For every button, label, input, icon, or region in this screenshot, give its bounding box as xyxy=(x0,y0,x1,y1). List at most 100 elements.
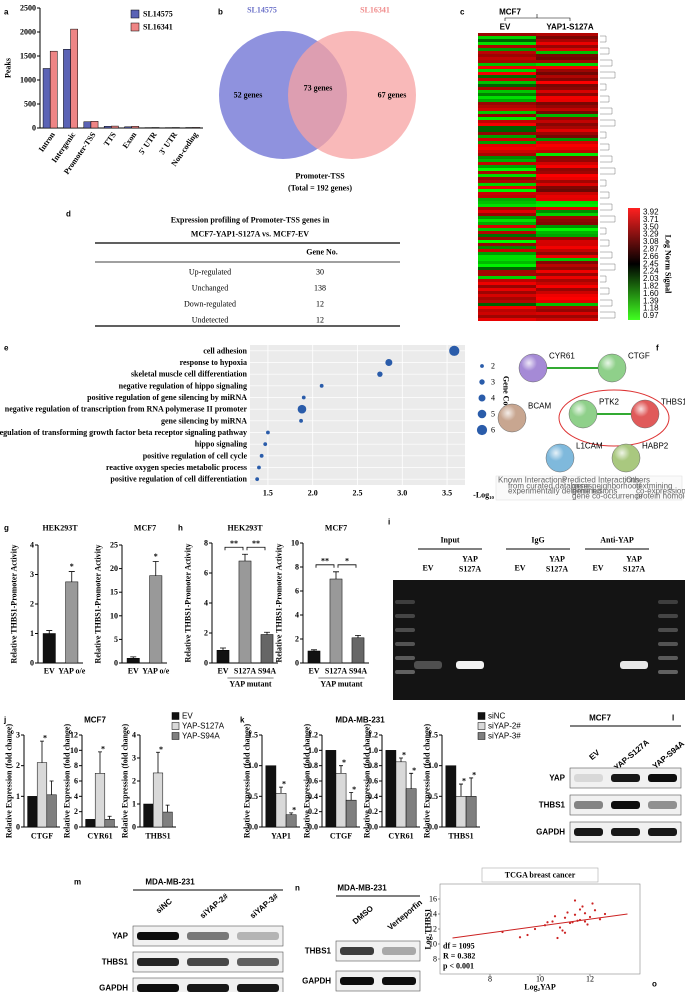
heatmap-cell xyxy=(536,57,598,60)
heatmap-cell xyxy=(478,33,536,36)
blot-band xyxy=(340,947,374,955)
error-bar xyxy=(40,740,44,763)
y-tick-label: 2 xyxy=(204,629,208,638)
chart-title: HEK293T xyxy=(42,524,78,533)
heatmap-cell xyxy=(536,228,598,231)
y-tick-label: 8 xyxy=(295,563,299,572)
y-axis-label: Relative Expression (fold change) xyxy=(121,724,130,839)
heatmap-cell xyxy=(478,270,536,273)
x-tick-label: S127A xyxy=(234,667,256,676)
y-tick-label: 0.8 xyxy=(368,761,378,770)
heatmap-cell xyxy=(536,288,598,291)
bar xyxy=(131,126,140,129)
heatmap-cell xyxy=(478,240,536,243)
y-tick-label: 2000 xyxy=(20,28,36,37)
heatmap-cell xyxy=(478,48,536,51)
dendrogram xyxy=(600,47,610,55)
error-bar xyxy=(165,804,170,813)
blot-band xyxy=(648,774,677,782)
heatmap-cell xyxy=(536,129,598,132)
point xyxy=(573,899,577,902)
blot-band xyxy=(574,774,603,782)
y-axis-label: Relative Expression (fold change) xyxy=(63,724,72,839)
significance: ** xyxy=(230,539,238,548)
significance: * xyxy=(43,734,47,743)
legend-label: SL16341 xyxy=(143,23,173,32)
heatmap-cell xyxy=(478,237,536,240)
y-axis-label: Relative THBS1-Promoter Activity xyxy=(94,544,103,663)
chart-title: MCF7 xyxy=(84,716,106,725)
heatmap-cell xyxy=(478,159,536,162)
error-bar xyxy=(339,765,343,774)
heatmap-cell xyxy=(478,96,536,99)
heatmap-cell xyxy=(536,312,598,315)
error-bar xyxy=(289,812,294,815)
heatmap-cell xyxy=(536,138,598,141)
node-shine xyxy=(633,401,649,417)
bar xyxy=(65,581,79,664)
heatmap-cell xyxy=(478,186,536,189)
dendrogram xyxy=(600,287,610,295)
blot-lane: siYAP-3# xyxy=(248,891,280,920)
heatmap-cell xyxy=(536,192,598,195)
size-legend-label: 2 xyxy=(491,362,495,371)
heatmap-cell xyxy=(536,135,598,138)
heatmap-cell xyxy=(478,261,536,264)
point xyxy=(603,912,607,916)
heatmap-cell xyxy=(478,105,536,108)
blot-row: YAP xyxy=(549,774,565,783)
point xyxy=(583,912,587,915)
heatmap-cell xyxy=(478,294,536,297)
y-tick-label: 8 xyxy=(74,761,78,770)
panel-label: f xyxy=(656,344,659,353)
table-cell: Undetected xyxy=(192,316,228,325)
y-axis-label: Relative Expression (fold change) xyxy=(303,724,312,839)
y-axis-label: Peaks xyxy=(4,58,13,78)
x-tick-label: S94A xyxy=(258,667,276,676)
venn-set-label: SL14575 xyxy=(247,6,277,15)
node-label: THBS1 xyxy=(661,398,685,407)
heatmap-cell xyxy=(536,219,598,222)
heatmap-cell xyxy=(478,189,536,192)
heatmap-cell xyxy=(536,204,598,207)
heatmap-cell xyxy=(478,60,536,63)
dendrogram xyxy=(600,167,616,175)
y-tick-label: 0.6 xyxy=(308,777,318,786)
node-shine xyxy=(614,445,630,461)
panel-label: j xyxy=(3,716,6,725)
heatmap-cell xyxy=(536,264,598,267)
heatmap-cell xyxy=(478,183,536,186)
y-tick-label: 1.0 xyxy=(248,761,258,770)
venn-caption: (Total = 192 genes) xyxy=(288,184,352,193)
y-axis-label: Relative Expression (fold change) xyxy=(423,724,432,839)
dendrogram xyxy=(600,251,613,259)
y-tick-label: hippo signaling xyxy=(195,440,247,449)
heatmap-cell xyxy=(478,111,536,114)
heatmap-cell xyxy=(478,231,536,234)
heatmap-cell xyxy=(478,66,536,69)
bar xyxy=(385,750,397,828)
heatmap-cell xyxy=(536,132,598,135)
heatmap-cell xyxy=(478,291,536,294)
chart-title: HEK293T xyxy=(227,524,263,533)
gel-group: IgG xyxy=(531,536,544,545)
dendrogram xyxy=(600,191,610,199)
table-cell: 12 xyxy=(316,316,324,325)
error-bar xyxy=(355,635,361,638)
heatmap-cell xyxy=(478,300,536,303)
gel-band xyxy=(620,661,648,669)
heatmap-cell xyxy=(478,273,536,276)
legend-heading: Known Interactions xyxy=(498,476,566,485)
heatmap-cell xyxy=(536,222,598,225)
venn-count: 67 genes xyxy=(378,91,407,100)
heatmap-cell xyxy=(478,87,536,90)
bar xyxy=(85,819,96,828)
point xyxy=(583,920,587,923)
heatmap-cell xyxy=(478,165,536,168)
dendrogram xyxy=(600,275,607,283)
y-tick-label: 0.0 xyxy=(308,823,318,832)
heatmap-cell xyxy=(536,243,598,246)
heatmap-cell xyxy=(536,99,598,102)
colorbar-tick-label: 3.92 xyxy=(643,208,659,217)
y-tick-label: 1.2 xyxy=(308,731,318,740)
